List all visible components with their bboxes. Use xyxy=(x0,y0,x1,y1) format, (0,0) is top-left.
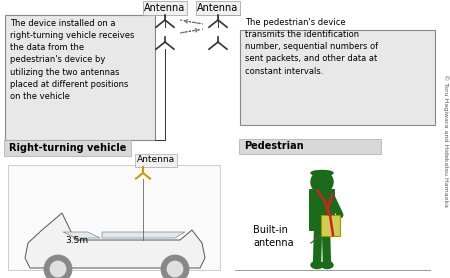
Ellipse shape xyxy=(311,170,333,175)
Circle shape xyxy=(161,255,189,278)
Circle shape xyxy=(50,261,66,277)
FancyBboxPatch shape xyxy=(239,139,381,154)
Ellipse shape xyxy=(321,262,333,269)
Circle shape xyxy=(44,255,72,278)
FancyBboxPatch shape xyxy=(320,215,339,235)
Polygon shape xyxy=(25,213,205,268)
Polygon shape xyxy=(102,232,185,238)
Text: Pedestrian: Pedestrian xyxy=(244,141,304,151)
Text: Antenna: Antenna xyxy=(144,3,185,13)
FancyBboxPatch shape xyxy=(5,15,155,140)
Ellipse shape xyxy=(311,262,323,269)
FancyBboxPatch shape xyxy=(240,30,435,125)
Circle shape xyxy=(167,261,183,277)
Text: The pedestrian's device
transmits the identification
number, sequential numbers : The pedestrian's device transmits the id… xyxy=(245,18,378,76)
FancyBboxPatch shape xyxy=(4,140,131,156)
FancyBboxPatch shape xyxy=(135,154,177,167)
Text: 3.5m: 3.5m xyxy=(65,236,88,245)
Text: Built-in
antenna: Built-in antenna xyxy=(253,225,293,248)
FancyBboxPatch shape xyxy=(143,1,187,15)
Polygon shape xyxy=(63,232,100,238)
Text: Antenna: Antenna xyxy=(198,3,239,13)
Text: Antenna: Antenna xyxy=(137,155,175,165)
Text: Right-turning vehicle: Right-turning vehicle xyxy=(9,143,126,153)
Text: © Toru Hagiwara and Hidekatsu Hamaoka: © Toru Hagiwara and Hidekatsu Hamaoka xyxy=(443,73,449,207)
Circle shape xyxy=(311,171,333,193)
FancyBboxPatch shape xyxy=(196,1,240,15)
FancyBboxPatch shape xyxy=(309,189,335,231)
Text: The device installed on a
right-turning vehicle receives
the data from the
pedes: The device installed on a right-turning … xyxy=(10,19,135,101)
FancyBboxPatch shape xyxy=(8,165,220,270)
